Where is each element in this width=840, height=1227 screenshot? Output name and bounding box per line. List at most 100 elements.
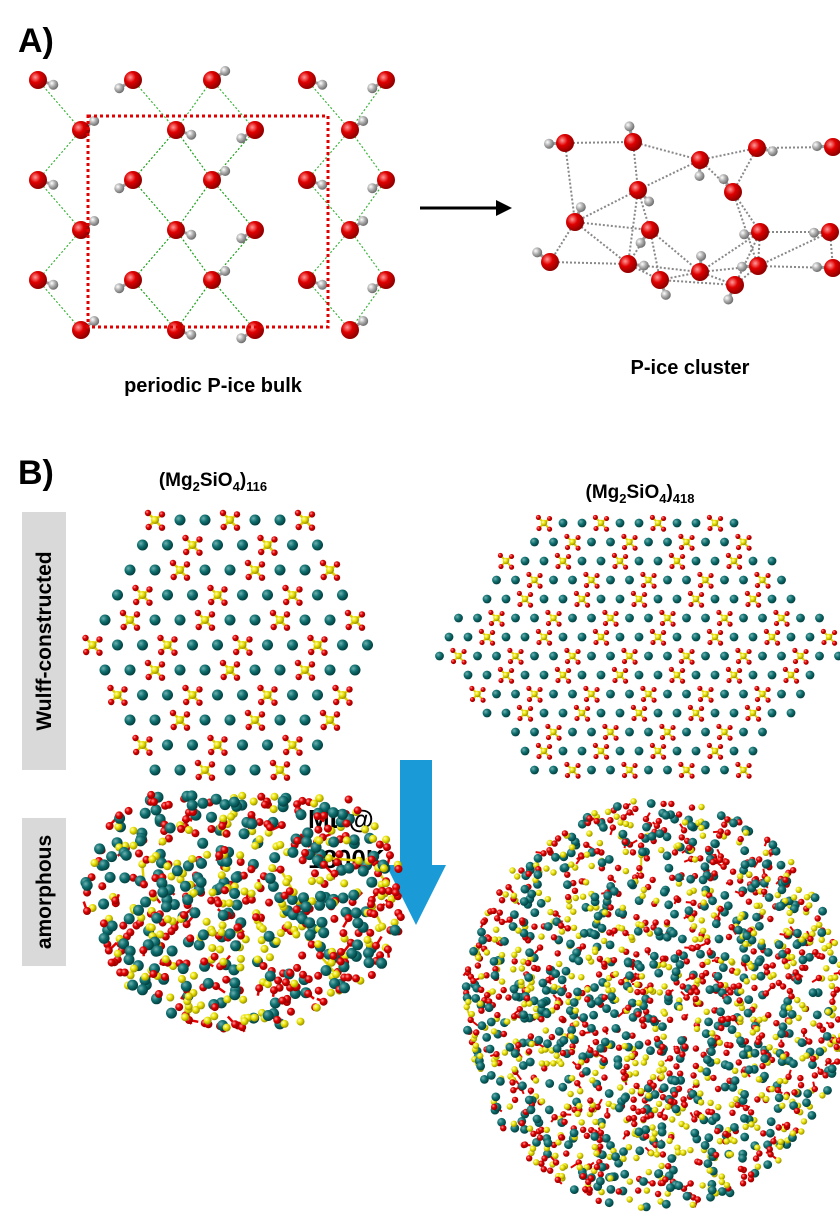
atom bbox=[644, 538, 653, 547]
atom bbox=[171, 650, 177, 656]
atom bbox=[337, 958, 345, 966]
atom bbox=[786, 1018, 792, 1024]
atom bbox=[566, 668, 571, 673]
atom bbox=[679, 659, 684, 664]
atom bbox=[579, 1013, 588, 1022]
atom bbox=[450, 648, 455, 653]
atom bbox=[636, 1000, 642, 1006]
atom bbox=[587, 538, 596, 547]
atom bbox=[209, 761, 215, 767]
atom bbox=[606, 652, 615, 661]
atom bbox=[579, 1119, 585, 1125]
atom bbox=[720, 891, 729, 900]
atom bbox=[616, 709, 625, 718]
atom bbox=[346, 624, 352, 630]
atom bbox=[540, 671, 549, 680]
atom bbox=[644, 652, 653, 661]
atom bbox=[807, 936, 813, 942]
atom bbox=[661, 516, 666, 521]
atom bbox=[589, 1011, 598, 1020]
atom bbox=[526, 686, 531, 691]
atom bbox=[580, 1173, 586, 1179]
atom bbox=[532, 247, 542, 257]
atom bbox=[187, 800, 198, 811]
atom bbox=[528, 717, 533, 722]
atom bbox=[512, 992, 521, 1001]
atom bbox=[768, 595, 777, 604]
atom bbox=[320, 710, 326, 716]
formula-part: 116 bbox=[246, 479, 267, 494]
atom bbox=[679, 773, 684, 778]
atom bbox=[580, 929, 589, 938]
atom bbox=[481, 698, 486, 703]
atom bbox=[825, 1009, 831, 1015]
atom bbox=[236, 133, 246, 143]
atom bbox=[282, 978, 290, 986]
atom bbox=[683, 539, 689, 545]
atom bbox=[794, 668, 799, 673]
atom bbox=[611, 928, 617, 934]
atom bbox=[721, 615, 727, 621]
atom bbox=[783, 678, 788, 683]
atom bbox=[654, 671, 663, 680]
atom bbox=[628, 934, 634, 940]
atom bbox=[203, 71, 221, 89]
atom bbox=[220, 799, 231, 810]
atom bbox=[707, 526, 712, 531]
atom bbox=[665, 990, 671, 996]
atom bbox=[638, 1088, 644, 1094]
atom bbox=[521, 557, 530, 566]
atom bbox=[707, 640, 712, 645]
atom bbox=[689, 973, 695, 979]
atom bbox=[810, 1056, 816, 1062]
atom bbox=[207, 735, 213, 741]
atom bbox=[555, 1027, 564, 1036]
atom bbox=[712, 634, 718, 640]
atom bbox=[582, 1067, 591, 1076]
atom bbox=[238, 792, 246, 800]
atom bbox=[257, 793, 265, 801]
atom bbox=[696, 251, 706, 261]
atom bbox=[654, 709, 663, 718]
atom bbox=[576, 649, 581, 654]
bond bbox=[307, 180, 350, 230]
atom bbox=[519, 1120, 525, 1126]
atom bbox=[633, 660, 638, 665]
atom bbox=[780, 1054, 786, 1060]
atom bbox=[693, 996, 699, 1002]
atom bbox=[530, 1146, 536, 1152]
atom bbox=[755, 1164, 761, 1170]
atom bbox=[661, 527, 666, 532]
atom bbox=[478, 973, 484, 979]
atom bbox=[223, 1024, 231, 1032]
atom bbox=[171, 724, 177, 730]
atom bbox=[530, 766, 539, 775]
atom bbox=[763, 1160, 772, 1169]
atom bbox=[477, 1053, 483, 1059]
atom bbox=[219, 958, 227, 966]
atom bbox=[384, 945, 392, 953]
atom bbox=[220, 660, 226, 666]
bond bbox=[565, 143, 575, 222]
atom bbox=[312, 690, 323, 701]
atom bbox=[295, 510, 301, 516]
atom bbox=[629, 181, 647, 199]
atom bbox=[526, 871, 532, 877]
atom bbox=[660, 961, 666, 967]
atom bbox=[555, 1177, 561, 1183]
atom bbox=[724, 829, 730, 835]
bond bbox=[38, 230, 81, 280]
atom bbox=[718, 641, 723, 646]
atom bbox=[233, 924, 241, 932]
atom bbox=[108, 959, 116, 967]
bond bbox=[212, 230, 255, 280]
atom bbox=[473, 614, 482, 623]
bond bbox=[133, 230, 176, 280]
atom bbox=[756, 603, 761, 608]
atom bbox=[541, 634, 547, 640]
atom bbox=[262, 640, 273, 651]
atom bbox=[314, 940, 322, 948]
atom bbox=[662, 1010, 668, 1016]
atom bbox=[264, 541, 272, 549]
atom bbox=[89, 216, 99, 226]
